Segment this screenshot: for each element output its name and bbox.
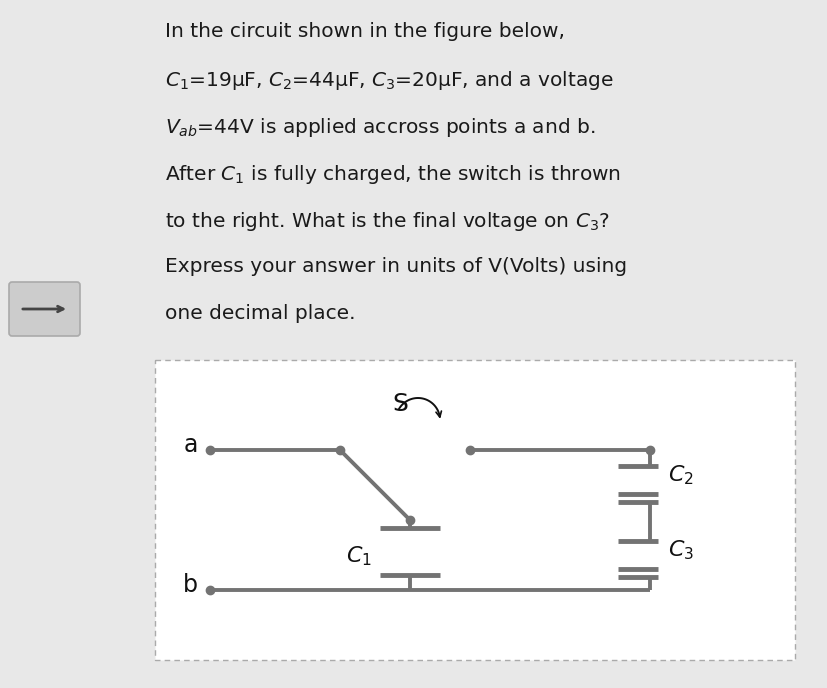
Text: b: b: [183, 573, 198, 597]
Text: one decimal place.: one decimal place.: [165, 304, 355, 323]
Text: In the circuit shown in the figure below,: In the circuit shown in the figure below…: [165, 22, 564, 41]
Text: $C_1$=19μF, $C_2$=44μF, $C_3$=20μF, and a voltage: $C_1$=19μF, $C_2$=44μF, $C_3$=20μF, and …: [165, 69, 613, 92]
FancyBboxPatch shape: [9, 282, 80, 336]
Bar: [155, 360, 794, 660]
Text: S: S: [392, 392, 408, 416]
Text: a: a: [184, 433, 198, 457]
Text: $V_{ab}$=44V is applied accross points a and b.: $V_{ab}$=44V is applied accross points a…: [165, 116, 595, 139]
Text: $C_2$: $C_2$: [667, 463, 693, 487]
Text: Express your answer in units of V(Volts) using: Express your answer in units of V(Volts)…: [165, 257, 626, 276]
Text: After $C_1$ is fully charged, the switch is thrown: After $C_1$ is fully charged, the switch…: [165, 163, 620, 186]
Text: $C_3$: $C_3$: [667, 538, 693, 562]
Text: $C_1$: $C_1$: [346, 545, 371, 568]
Text: to the right. What is the final voltage on $C_3$?: to the right. What is the final voltage …: [165, 210, 609, 233]
